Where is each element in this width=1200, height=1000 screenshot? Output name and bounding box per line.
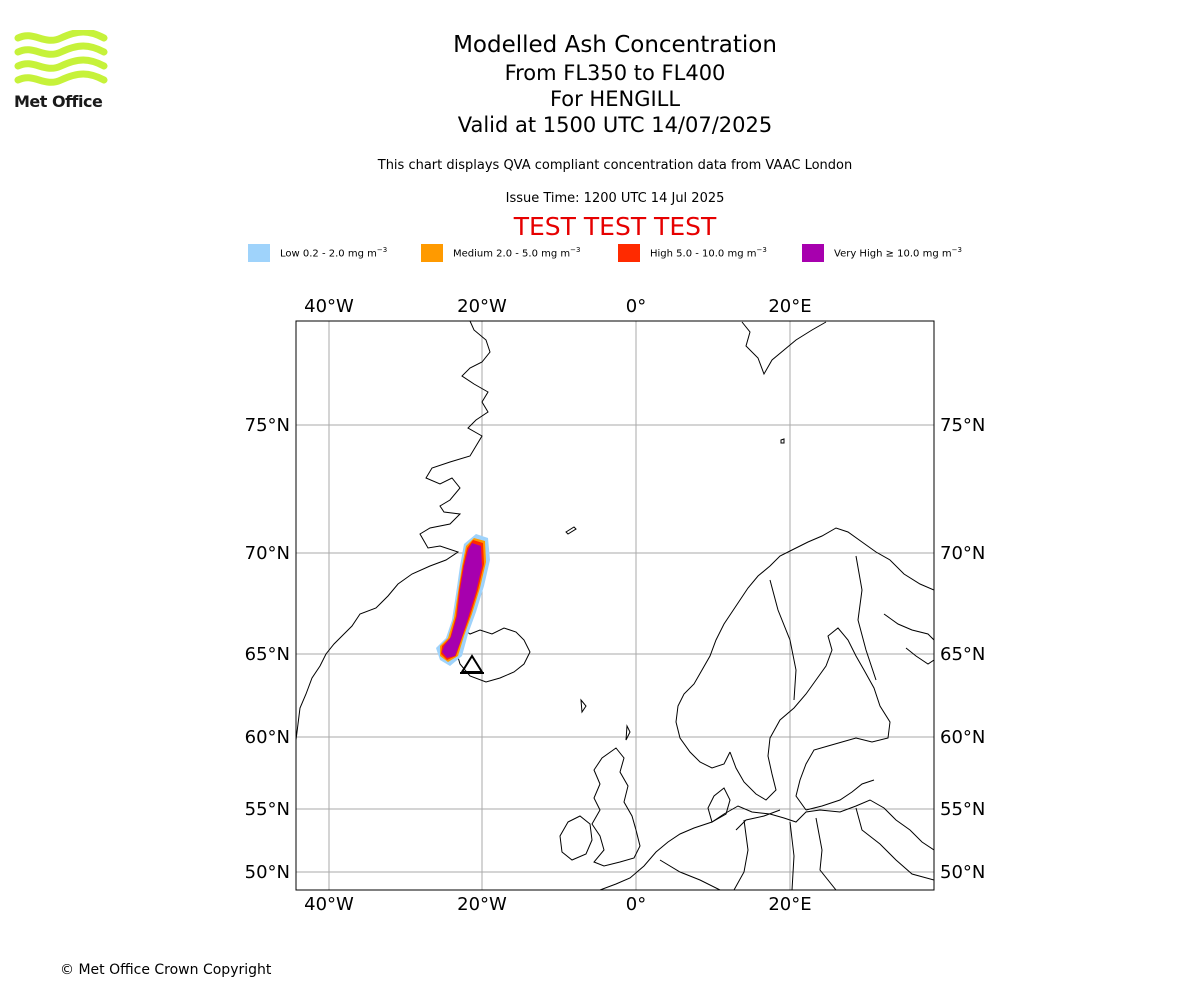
flight-level-title: From FL350 to FL400 xyxy=(504,61,726,85)
chart-title-block: Modelled Ash Concentration From FL350 to… xyxy=(330,30,900,138)
coast-denmark xyxy=(707,787,731,823)
coast-shetland xyxy=(625,724,631,741)
main-title: Modelled Ash Concentration xyxy=(453,32,777,58)
legend-item-high: High 5.0 - 10.0 mg m−3 xyxy=(618,244,767,262)
map-frame xyxy=(295,320,935,891)
coast-great-britain xyxy=(591,747,641,867)
lon-label-top-20w: 20°W xyxy=(457,296,507,317)
legend-swatch-low xyxy=(248,244,270,262)
lon-label-top-40w: 40°W xyxy=(304,296,354,317)
coast-bear-island xyxy=(780,438,785,444)
legend-item-very-high: Very High ≥ 10.0 mg m−3 xyxy=(802,244,962,262)
ash-very-high-layer xyxy=(442,543,482,658)
coast-baltic-states xyxy=(735,779,875,831)
coast-white-sea xyxy=(883,613,934,665)
lat-label-right-70n: 70°N xyxy=(940,543,985,564)
legend-swatch-medium xyxy=(421,244,443,262)
coast-svalbard xyxy=(741,321,827,376)
lat-label-left-70n: 70°N xyxy=(245,543,290,564)
lat-label-right-75n: 75°N xyxy=(940,415,985,436)
lat-label-left-55n: 55°N xyxy=(245,799,290,820)
coast-norway xyxy=(675,527,934,769)
lat-label-right-50n: 50°N xyxy=(940,862,985,883)
longitude-labels-bottom: 40°W 20°W 0° 20°E xyxy=(304,894,811,915)
compliance-note: This chart displays QVA compliant concen… xyxy=(377,158,853,173)
valid-time-title: Valid at 1500 UTC 14/07/2025 xyxy=(457,113,773,137)
volcano-title: For HENGILL xyxy=(549,87,681,111)
lon-label-bottom-20w: 20°W xyxy=(457,894,507,915)
legend-swatch-very-high xyxy=(802,244,824,262)
borders xyxy=(659,555,934,890)
coast-continent xyxy=(599,799,934,890)
lat-label-right-65n: 65°N xyxy=(940,644,985,665)
longitude-labels-top: 40°W 20°W 0° 20°E xyxy=(304,296,811,317)
latitude-labels-left: 75°N 70°N 65°N 60°N 55°N 50°N xyxy=(245,415,290,883)
coast-faroes xyxy=(580,698,587,714)
coast-greenland xyxy=(296,321,491,741)
lat-label-right-55n: 55°N xyxy=(940,799,985,820)
legend-label-low: Low 0.2 - 2.0 mg m xyxy=(280,248,377,260)
lat-label-left-65n: 65°N xyxy=(245,644,290,665)
graticule xyxy=(296,321,934,890)
copyright-notice: © Met Office Crown Copyright xyxy=(60,962,272,978)
coast-jan-mayen xyxy=(565,526,577,535)
test-banner: TEST TEST TEST xyxy=(513,212,717,241)
latitude-labels-right: 75°N 70°N 65°N 60°N 55°N 50°N xyxy=(940,415,985,883)
lon-label-bottom-0: 0° xyxy=(626,894,646,915)
legend-item-medium: Medium 2.0 - 5.0 mg m−3 xyxy=(421,244,580,262)
legend-label-very-high: Very High ≥ 10.0 mg m xyxy=(834,248,952,260)
issue-time: Issue Time: 1200 UTC 14 Jul 2025 xyxy=(505,191,725,206)
logo-wordmark: Met Office xyxy=(14,92,103,111)
lon-label-top-20e: 20°E xyxy=(768,296,811,317)
coast-baltic xyxy=(729,627,891,811)
lon-label-top-0: 0° xyxy=(626,296,646,317)
lon-label-bottom-40w: 40°W xyxy=(304,894,354,915)
legend-label-high: High 5.0 - 10.0 mg m xyxy=(650,248,757,260)
lon-label-bottom-20e: 20°E xyxy=(768,894,811,915)
legend-label-medium: Medium 2.0 - 5.0 mg m xyxy=(453,248,571,260)
legend-swatch-high xyxy=(618,244,640,262)
lat-label-left-60n: 60°N xyxy=(245,727,290,748)
coast-ireland xyxy=(559,815,593,861)
lat-label-left-75n: 75°N xyxy=(245,415,290,436)
legend-item-low: Low 0.2 - 2.0 mg m−3 xyxy=(248,244,387,262)
ash-plume xyxy=(436,534,490,666)
met-office-wave-icon xyxy=(14,28,108,86)
lat-label-left-50n: 50°N xyxy=(245,862,290,883)
lat-label-right-60n: 60°N xyxy=(940,727,985,748)
met-office-logo: Met Office xyxy=(14,28,108,112)
coastlines xyxy=(296,321,934,890)
